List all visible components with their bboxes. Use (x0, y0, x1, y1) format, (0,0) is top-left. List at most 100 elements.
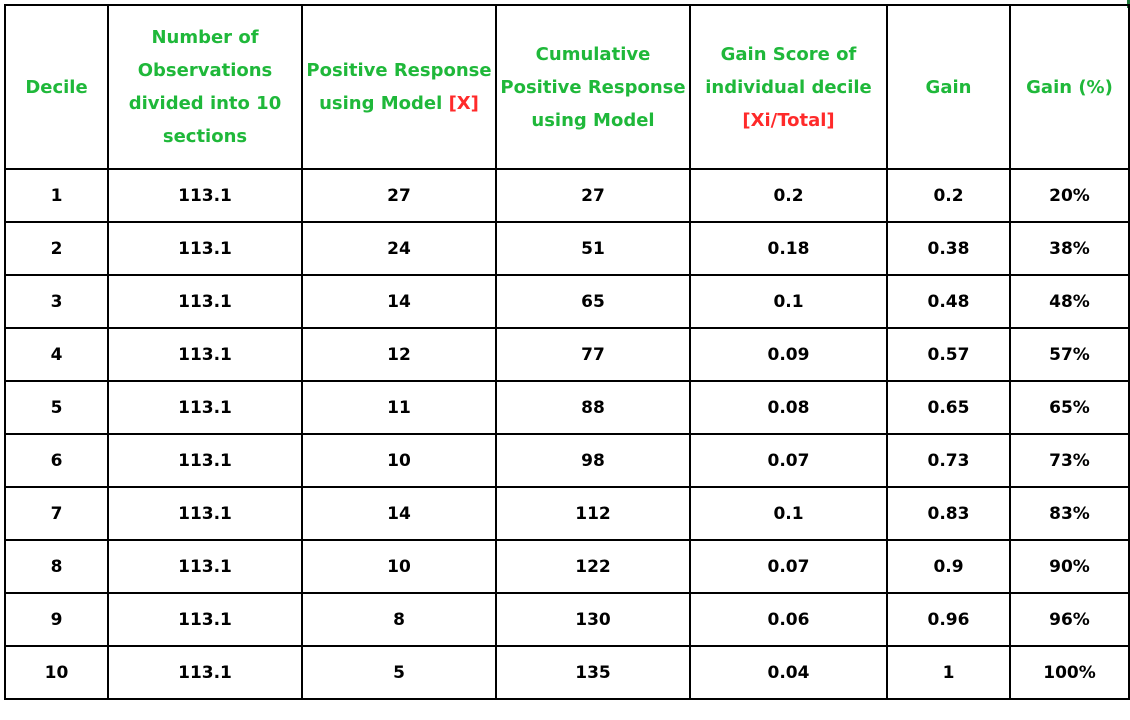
cell-gain-score[interactable]: 0.07 (689, 539, 888, 594)
cell-positive[interactable]: 10 (301, 433, 497, 488)
cell-cumulative[interactable]: 130 (495, 592, 691, 647)
cell-positive[interactable]: 12 (301, 327, 497, 382)
cell-decile[interactable]: 3 (4, 274, 109, 329)
cell-gain-pct[interactable]: 90% (1009, 539, 1130, 594)
table-row: 8 113.1 10 122 0.07 0.9 90% (4, 539, 1130, 594)
cell-gain-pct[interactable]: 20% (1009, 168, 1130, 223)
selection-corner-marker (1127, 0, 1130, 8)
cell-positive[interactable]: 27 (301, 168, 497, 223)
cell-observations[interactable]: 113.1 (107, 380, 303, 435)
cell-observations[interactable]: 113.1 (107, 539, 303, 594)
header-decile[interactable]: Decile (4, 4, 109, 170)
table-row: 3 113.1 14 65 0.1 0.48 48% (4, 274, 1130, 329)
header-cumulative[interactable]: Cumulative Positive Response using Model (495, 4, 691, 170)
cell-observations[interactable]: 113.1 (107, 486, 303, 541)
table-row: 2 113.1 24 51 0.18 0.38 38% (4, 221, 1130, 276)
cell-gain[interactable]: 0.48 (886, 274, 1011, 329)
header-positive-response-label: Positive Response using Model (306, 60, 492, 114)
cell-gain-pct[interactable]: 65% (1009, 380, 1130, 435)
table-row: 6 113.1 10 98 0.07 0.73 73% (4, 433, 1130, 488)
cell-cumulative[interactable]: 98 (495, 433, 691, 488)
header-positive-response[interactable]: Positive Response using Model [X] (301, 4, 497, 170)
cell-positive[interactable]: 24 (301, 221, 497, 276)
table-row: 5 113.1 11 88 0.08 0.65 65% (4, 380, 1130, 435)
header-gain-score-marker: [Xi/Total] (742, 109, 835, 131)
cell-cumulative[interactable]: 77 (495, 327, 691, 382)
cell-cumulative[interactable]: 51 (495, 221, 691, 276)
header-decile-label: Decile (25, 76, 88, 98)
header-gain-pct[interactable]: Gain (%) (1009, 4, 1130, 170)
header-gain-label: Gain (925, 76, 972, 98)
header-observations-label: Number of Observations divided into 10 s… (128, 27, 282, 147)
cell-gain-pct[interactable]: 73% (1009, 433, 1130, 488)
cell-cumulative[interactable]: 135 (495, 645, 691, 700)
cell-gain-score[interactable]: 0.2 (689, 168, 888, 223)
cell-decile[interactable]: 2 (4, 221, 109, 276)
cell-observations[interactable]: 113.1 (107, 645, 303, 700)
cell-observations[interactable]: 113.1 (107, 168, 303, 223)
header-gain[interactable]: Gain (886, 4, 1011, 170)
table-row: 10 113.1 5 135 0.04 1 100% (4, 645, 1130, 700)
gain-table: Decile Number of Observations divided in… (4, 4, 1130, 700)
table-row: 1 113.1 27 27 0.2 0.2 20% (4, 168, 1130, 223)
cell-gain-pct[interactable]: 57% (1009, 327, 1130, 382)
cell-gain-score[interactable]: 0.06 (689, 592, 888, 647)
table-row: 9 113.1 8 130 0.06 0.96 96% (4, 592, 1130, 647)
cell-gain-pct[interactable]: 96% (1009, 592, 1130, 647)
cell-positive[interactable]: 10 (301, 539, 497, 594)
cell-decile[interactable]: 8 (4, 539, 109, 594)
cell-gain[interactable]: 0.57 (886, 327, 1011, 382)
cell-gain[interactable]: 0.9 (886, 539, 1011, 594)
header-gain-pct-label: Gain (%) (1026, 76, 1113, 98)
cell-gain[interactable]: 0.38 (886, 221, 1011, 276)
cell-decile[interactable]: 5 (4, 380, 109, 435)
cell-gain-score[interactable]: 0.1 (689, 274, 888, 329)
cell-observations[interactable]: 113.1 (107, 433, 303, 488)
cell-observations[interactable]: 113.1 (107, 274, 303, 329)
cell-cumulative[interactable]: 65 (495, 274, 691, 329)
cell-gain-score[interactable]: 0.08 (689, 380, 888, 435)
cell-gain[interactable]: 0.2 (886, 168, 1011, 223)
cell-gain[interactable]: 0.73 (886, 433, 1011, 488)
cell-gain-pct[interactable]: 83% (1009, 486, 1130, 541)
cell-positive[interactable]: 14 (301, 486, 497, 541)
cell-cumulative[interactable]: 122 (495, 539, 691, 594)
cell-gain[interactable]: 1 (886, 645, 1011, 700)
cell-cumulative[interactable]: 112 (495, 486, 691, 541)
cell-gain-score[interactable]: 0.07 (689, 433, 888, 488)
table-row: 7 113.1 14 112 0.1 0.83 83% (4, 486, 1130, 541)
cell-gain-pct[interactable]: 38% (1009, 221, 1130, 276)
cell-decile[interactable]: 6 (4, 433, 109, 488)
cell-positive[interactable]: 5 (301, 645, 497, 700)
header-cumulative-label: Cumulative Positive Response using Model (500, 43, 686, 131)
cell-observations[interactable]: 113.1 (107, 221, 303, 276)
cell-gain[interactable]: 0.96 (886, 592, 1011, 647)
table-row: 4 113.1 12 77 0.09 0.57 57% (4, 327, 1130, 382)
cell-decile[interactable]: 7 (4, 486, 109, 541)
header-gain-score-label: Gain Score of individual decile (705, 43, 872, 98)
cell-decile[interactable]: 9 (4, 592, 109, 647)
spreadsheet-range: Decile Number of Observations divided in… (4, 4, 1130, 700)
cell-positive[interactable]: 11 (301, 380, 497, 435)
header-row: Decile Number of Observations divided in… (4, 4, 1130, 170)
cell-gain-pct[interactable]: 48% (1009, 274, 1130, 329)
cell-gain[interactable]: 0.65 (886, 380, 1011, 435)
cell-observations[interactable]: 113.1 (107, 327, 303, 382)
cell-gain-score[interactable]: 0.04 (689, 645, 888, 700)
cell-cumulative[interactable]: 88 (495, 380, 691, 435)
cell-gain-score[interactable]: 0.09 (689, 327, 888, 382)
cell-positive[interactable]: 8 (301, 592, 497, 647)
cell-gain-pct[interactable]: 100% (1009, 645, 1130, 700)
header-positive-response-marker: [X] (448, 93, 479, 114)
cell-gain[interactable]: 0.83 (886, 486, 1011, 541)
header-observations[interactable]: Number of Observations divided into 10 s… (107, 4, 303, 170)
cell-gain-score[interactable]: 0.1 (689, 486, 888, 541)
cell-positive[interactable]: 14 (301, 274, 497, 329)
cell-gain-score[interactable]: 0.18 (689, 221, 888, 276)
cell-observations[interactable]: 113.1 (107, 592, 303, 647)
cell-decile[interactable]: 1 (4, 168, 109, 223)
cell-cumulative[interactable]: 27 (495, 168, 691, 223)
header-gain-score[interactable]: Gain Score of individual decile [Xi/Total… (689, 4, 888, 170)
cell-decile[interactable]: 4 (4, 327, 109, 382)
cell-decile[interactable]: 10 (4, 645, 109, 700)
